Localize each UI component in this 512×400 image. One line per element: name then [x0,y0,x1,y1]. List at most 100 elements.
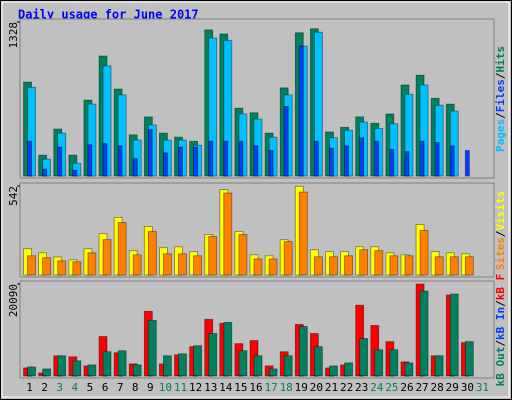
bar [389,148,395,177]
x-tick-label: 13 [204,381,217,394]
bar [132,158,138,177]
legend-entry: kB F [494,274,507,301]
x-tick-label: 29 [446,381,459,394]
x-tick-label: 9 [147,381,154,394]
bar [72,261,82,276]
bar [404,255,414,276]
legend-entry: Visits [494,191,507,231]
x-tick-label: 1 [26,381,33,394]
bar [329,147,334,177]
bar [419,140,425,177]
x-tick-label: 10 [159,381,172,394]
bar [178,146,183,177]
bar [313,140,319,177]
bar [147,231,157,276]
bar [313,346,323,377]
bar [389,349,399,377]
bar [102,143,108,177]
bar [283,355,293,377]
bar [374,250,384,276]
x-tick-label: 8 [132,381,139,394]
bar [223,321,233,377]
x-tick-label: 4 [72,381,79,394]
legend-separator: / [494,230,507,237]
bar [268,258,278,276]
bar [132,364,142,377]
x-tick-label: 17 [264,381,277,394]
bar [208,236,218,276]
bar [27,140,32,177]
legend-entry: Files [494,79,507,112]
bar [208,333,218,377]
bar [283,106,289,177]
legend-separator: / [494,340,507,347]
bar [87,144,93,177]
bar [132,254,142,276]
legend-entry: Pages [494,119,507,152]
bar [223,192,233,276]
x-tick-label: 11 [174,381,187,394]
bar [298,45,304,177]
bar [283,241,293,276]
legend: Sites/Visits [494,191,507,271]
bar [253,355,263,377]
bar [117,145,123,177]
bar [374,349,384,377]
x-tick-label: 3 [56,381,63,394]
bar [87,364,97,377]
bar [42,257,52,276]
bar [449,256,459,276]
bar [238,234,248,276]
bar [102,239,112,276]
legend-entry: kB In [494,307,507,340]
bar [117,350,127,377]
x-tick-label: 19 [295,381,308,394]
x-tick-label: 23 [355,381,368,394]
bar [344,145,349,177]
bar [464,256,474,276]
x-tick-label: 14 [219,381,233,394]
bar [449,145,455,177]
bar [238,350,248,377]
x-tick-label: 5 [87,381,94,394]
bar [464,150,470,177]
legend-entry: Hits [494,46,507,73]
bar [404,151,410,177]
bar [419,230,429,276]
bar [27,255,36,276]
x-tick-label: 18 [280,381,293,394]
bar [72,169,78,177]
legend-separator: / [494,300,507,307]
bar [359,338,369,377]
bar [359,137,365,177]
x-tick-label: 20 [310,381,323,394]
bar [344,255,353,276]
x-tick-label: 25 [385,381,398,394]
bar [298,191,308,276]
bar [223,140,229,177]
legend-entry: kB Out [494,347,507,387]
bar [253,258,263,276]
bar [193,255,203,276]
bar [329,365,338,377]
bar [163,355,172,377]
x-tick-label: 21 [325,381,338,394]
bar [208,140,214,177]
x-tick-label: 16 [249,381,262,394]
legend-separator: / [494,72,507,79]
legend-entry: Sites [494,237,507,270]
x-tick-label: 6 [102,381,109,394]
legend-separator: / [494,112,507,119]
x-tick-label: 22 [340,381,353,394]
x-tick-label: 12 [189,381,202,394]
bar [313,256,323,276]
x-tick-label: 2 [41,381,48,394]
bar [193,146,199,177]
x-tick-label: 24 [370,381,384,394]
bar [147,319,157,377]
bar [389,255,399,276]
bar [344,362,353,377]
x-tick-label: 31 [476,381,489,394]
